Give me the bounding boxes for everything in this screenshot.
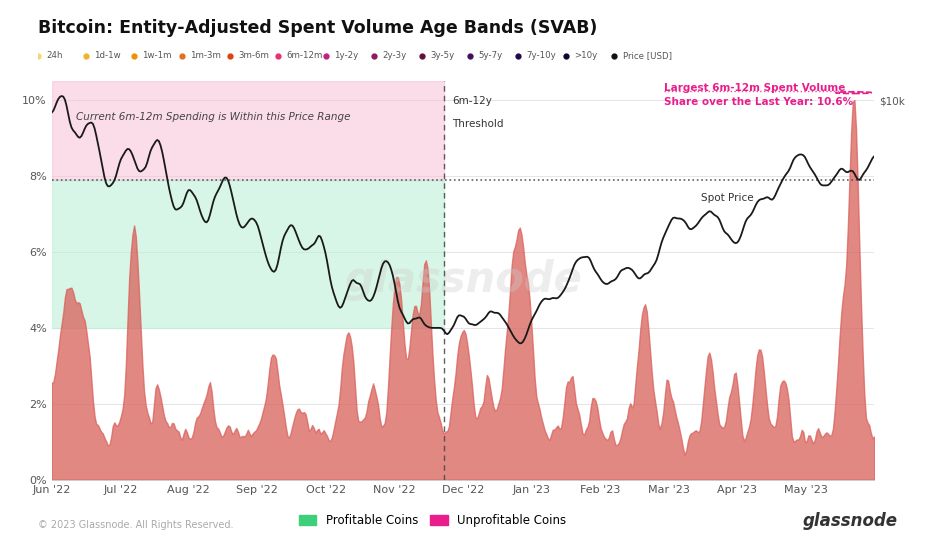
Text: 5y-7y: 5y-7y [478,51,503,60]
Text: 3y-5y: 3y-5y [431,51,455,60]
Text: 6m-12y: 6m-12y [452,96,493,106]
Text: Price [USD]: Price [USD] [622,51,671,60]
Text: Bitcoin: Entity-Adjusted Spent Volume Age Bands (SVAB): Bitcoin: Entity-Adjusted Spent Volume Ag… [38,19,597,37]
Text: 1w-1m: 1w-1m [142,51,172,60]
Text: Current 6m-12m Spending is Within this Price Range: Current 6m-12m Spending is Within this P… [76,112,351,121]
Bar [52,81,444,180]
Text: 1y-2y: 1y-2y [335,51,358,60]
Text: 1d-1w: 1d-1w [94,51,121,60]
Text: glassnode: glassnode [344,260,582,301]
Text: 2y-3y: 2y-3y [383,51,407,60]
Text: 7y-10y: 7y-10y [526,51,556,60]
Text: 24h: 24h [46,51,63,60]
Legend: Profitable Coins, Unprofitable Coins: Profitable Coins, Unprofitable Coins [294,509,571,532]
Text: >10y: >10y [574,51,598,60]
Text: glassnode: glassnode [803,512,898,530]
Text: Largest 6m-12m Spent Volume
Share over the Last Year: 10.6%: Largest 6m-12m Spent Volume Share over t… [665,83,854,107]
Text: Threshold: Threshold [452,119,504,129]
Text: Spot Price: Spot Price [701,193,754,203]
Bar [52,180,444,328]
Text: 1m-3m: 1m-3m [190,51,221,60]
Text: 6m-12m: 6m-12m [287,51,322,60]
Text: 3m-6m: 3m-6m [239,51,269,60]
Text: © 2023 Glassnode. All Rights Reserved.: © 2023 Glassnode. All Rights Reserved. [38,520,233,530]
